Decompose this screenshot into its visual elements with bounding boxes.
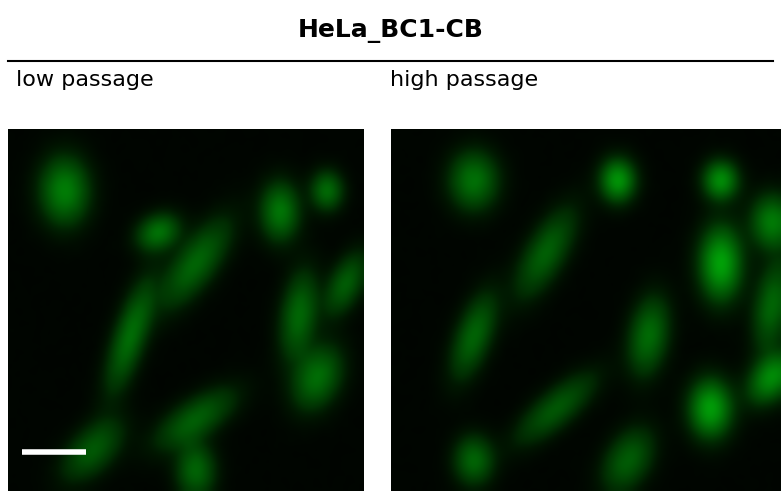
- Text: high passage: high passage: [390, 70, 539, 90]
- Text: HeLa_BC1-CB: HeLa_BC1-CB: [298, 19, 483, 43]
- Text: low passage: low passage: [16, 70, 153, 90]
